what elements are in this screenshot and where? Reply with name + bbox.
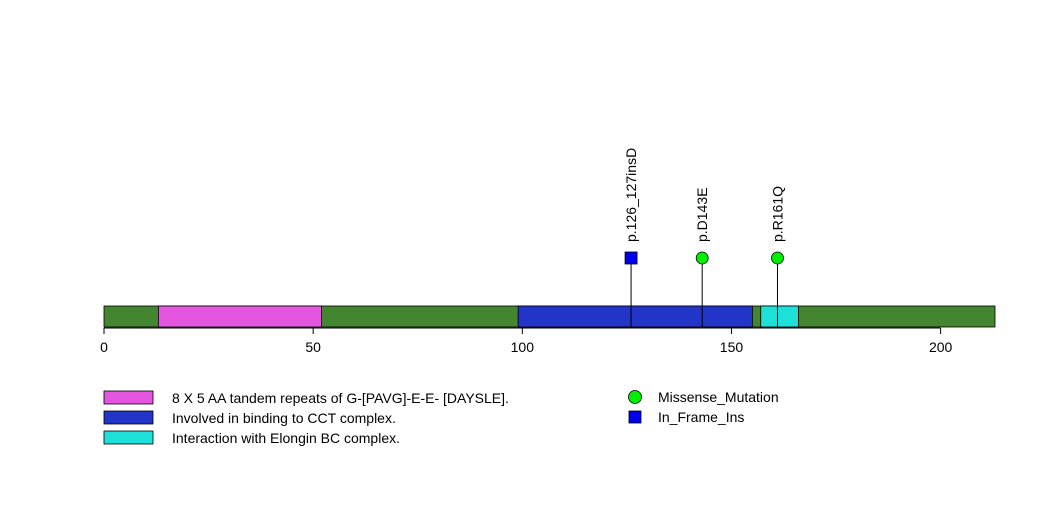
domain-0	[157, 305, 322, 328]
mutation-label-0: p.126_127insD	[623, 148, 639, 242]
domain-2	[760, 305, 799, 328]
legend-type-label-0: Missense_Mutation	[658, 389, 779, 405]
legend-type-label-1: In_Frame_Ins	[658, 409, 744, 425]
legend-label-0: 8 X 5 AA tandem repeats of G-[PAVG]-E-E-…	[172, 390, 509, 406]
legend-label-2: Interaction with Elongin BC complex.	[172, 430, 400, 446]
legend-label-1: Involved in binding to CCT complex.	[172, 410, 396, 426]
mutation-head-2	[771, 251, 784, 265]
x-tick-label-100: 100	[511, 339, 535, 355]
legend-swatch-1	[103, 410, 154, 425]
mutation-head-0	[624, 251, 638, 265]
legend-type-marker-0	[628, 390, 642, 404]
x-tick-label-200: 200	[929, 339, 953, 355]
mutation-label-2: p.R161Q	[769, 186, 785, 242]
legend-swatch-0	[103, 390, 154, 405]
x-tick-label-150: 150	[720, 339, 744, 355]
x-tick-label-50: 50	[305, 339, 321, 355]
x-tick-label-0: 0	[100, 339, 108, 355]
mutation-head-1	[695, 251, 709, 265]
domain-1	[517, 305, 753, 328]
legend-swatch-2	[103, 430, 154, 445]
legend-type-marker-1	[628, 410, 642, 424]
mutation-label-1: p.D143E	[694, 188, 710, 242]
